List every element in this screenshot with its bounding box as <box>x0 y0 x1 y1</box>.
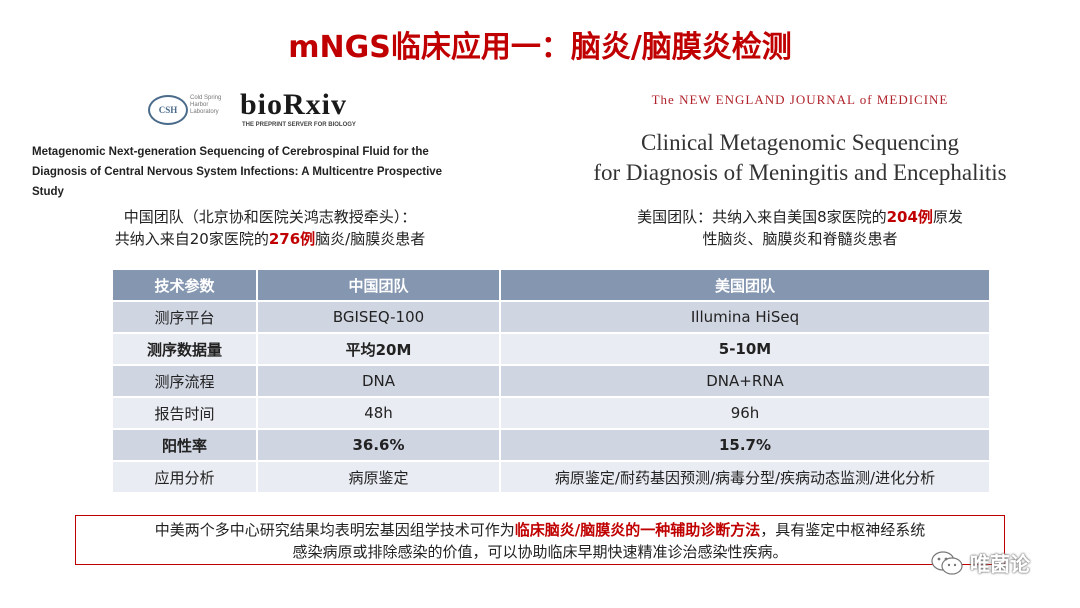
table-row: 测序流程 DNA DNA+RNA <box>113 366 991 398</box>
china-team-description: 中国团队（北京协和医院关鸿志教授牵头）： 共纳入来自20家医院的276例脑炎/脑… <box>60 206 480 250</box>
row-us-value: 96h <box>501 398 991 430</box>
row-china-value: 48h <box>258 398 501 430</box>
conclusion-text: ，具有鉴定中枢神经系统 <box>760 521 926 539</box>
us-team-line: 性脑炎、脑膜炎和脊髓炎患者 <box>702 230 898 248</box>
us-team-text: 原发 <box>932 208 963 226</box>
row-parameter: 测序平台 <box>113 302 258 334</box>
row-china-value: DNA <box>258 366 501 398</box>
china-team-line: 共纳入来自20家医院的276例脑炎/脑膜炎患者 <box>60 228 480 250</box>
left-paper-title-line: Diagnosis of Central Nervous System Infe… <box>32 166 443 178</box>
conclusion-box: 中美两个多中心研究结果均表明宏基因组学技术可作为临床脑炎/脑膜炎的一种辅助诊断方… <box>75 515 1005 565</box>
row-china-value: 36.6% <box>258 430 501 462</box>
china-team-text: 共纳入来自20家医院的 <box>114 230 269 248</box>
us-team-line: 美国团队：共纳入来自美国8家医院的204例原发 <box>560 206 1040 228</box>
row-us-value: Illumina HiSeq <box>501 302 991 334</box>
right-paper-title: Clinical Metagenomic Sequencing for Diag… <box>540 128 1060 188</box>
row-china-value: 病原鉴定 <box>258 462 501 494</box>
row-china-value: 平均20M <box>258 334 501 366</box>
us-team-text: 美国团队：共纳入来自美国8家医院的 <box>637 208 887 226</box>
right-paper-title-line: Clinical Metagenomic Sequencing <box>640 130 960 155</box>
row-china-value: BGISEQ-100 <box>258 302 501 334</box>
csh-logo-text: Cold Spring Harbor Laboratory <box>190 95 222 115</box>
row-parameter: 阳性率 <box>113 430 258 462</box>
row-parameter: 报告时间 <box>113 398 258 430</box>
table-row: 阳性率 36.6% 15.7% <box>113 430 991 462</box>
conclusion-text: 中美两个多中心研究结果均表明宏基因组学技术可作为 <box>154 521 515 539</box>
table-row: 报告时间 48h 96h <box>113 398 991 430</box>
conclusion-line: 感染病原或排除感染的价值，可以协助临床早期快速精准诊治感染性疾病。 <box>292 543 788 561</box>
table-row: 测序数据量 平均20M 5-10M <box>113 334 991 366</box>
row-parameter: 测序流程 <box>113 366 258 398</box>
us-patient-count: 204例 <box>886 208 933 226</box>
us-team-description: 美国团队：共纳入来自美国8家医院的204例原发 性脑炎、脑膜炎和脊髓炎患者 <box>560 206 1040 250</box>
nejm-masthead: The NEW ENGLAND JOURNAL of MEDICINE <box>651 92 949 107</box>
wechat-icon <box>931 550 963 575</box>
conclusion-highlight: 临床脑炎/脑膜炎的一种辅助诊断方法 <box>514 521 761 539</box>
row-us-value: 5-10M <box>501 334 991 366</box>
row-us-value: 15.7% <box>501 430 991 462</box>
header-china-team: 中国团队 <box>258 270 501 302</box>
china-patient-count: 276例 <box>268 230 316 248</box>
row-us-value: 病原鉴定/耐药基因预测/病毒分型/疾病动态监测/进化分析 <box>501 462 991 494</box>
watermark: 唯菌论 <box>930 548 1030 577</box>
comparison-table: 技术参数 中国团队 美国团队 测序平台 BGISEQ-100 Illumina … <box>113 270 991 494</box>
left-paper-title-line: Study <box>32 186 64 198</box>
table-row: 应用分析 病原鉴定 病原鉴定/耐药基因预测/病毒分型/疾病动态监测/进化分析 <box>113 462 991 494</box>
table-header-row: 技术参数 中国团队 美国团队 <box>113 270 991 302</box>
row-parameter: 应用分析 <box>113 462 258 494</box>
row-parameter: 测序数据量 <box>113 334 258 366</box>
header-parameter: 技术参数 <box>113 270 258 302</box>
biorxiv-logo: bioRxiv <box>240 88 348 121</box>
table-row: 测序平台 BGISEQ-100 Illumina HiSeq <box>113 302 991 334</box>
biorxiv-tagline: THE PREPRINT SERVER FOR BIOLOGY <box>242 122 356 128</box>
left-paper-title: Metagenomic Next-generation Sequencing o… <box>32 142 522 202</box>
china-team-text: 脑炎/脑膜炎患者 <box>315 230 426 248</box>
china-team-line: 中国团队（北京协和医院关鸿志教授牵头）： <box>123 208 417 226</box>
watermark-text: 唯菌论 <box>970 552 1030 576</box>
conclusion-line: 中美两个多中心研究结果均表明宏基因组学技术可作为临床脑炎/脑膜炎的一种辅助诊断方… <box>76 519 1004 541</box>
left-paper-title-line: Metagenomic Next-generation Sequencing o… <box>32 146 429 158</box>
header-us-team: 美国团队 <box>501 270 991 302</box>
slide-title: mNGS临床应用一：脑炎/脑膜炎检测 <box>288 30 792 65</box>
row-us-value: DNA+RNA <box>501 366 991 398</box>
right-paper-title-line: for Diagnosis of Meningitis and Encephal… <box>593 160 1007 185</box>
csh-logo: CSH <box>148 95 188 125</box>
